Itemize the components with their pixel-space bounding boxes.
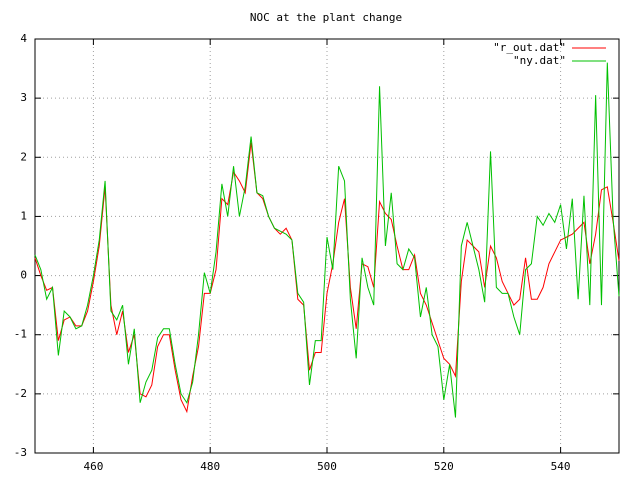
- legend-label: "ny.dat": [513, 54, 566, 67]
- plot-frame: [34, 38, 620, 454]
- y-tick-label: 0: [20, 269, 27, 282]
- x-tick-label: 520: [434, 460, 454, 473]
- y-tick-label: 2: [20, 150, 27, 163]
- y-tick-label: 4: [20, 32, 27, 45]
- y-tick-label: -3: [14, 446, 27, 459]
- x-tick-label: 480: [200, 460, 220, 473]
- data-line: [34, 62, 620, 418]
- x-tick-label: 460: [83, 460, 103, 473]
- chart-title: NOC at the plant change: [250, 11, 402, 24]
- y-tick-label: -2: [14, 387, 27, 400]
- y-tick-label: -1: [14, 328, 27, 341]
- x-tick-label: 540: [551, 460, 571, 473]
- y-tick-label: 1: [20, 209, 27, 222]
- legend-label: "r_out.dat": [493, 41, 566, 54]
- y-tick-label: 3: [20, 91, 27, 104]
- x-tick-label: 500: [317, 460, 337, 473]
